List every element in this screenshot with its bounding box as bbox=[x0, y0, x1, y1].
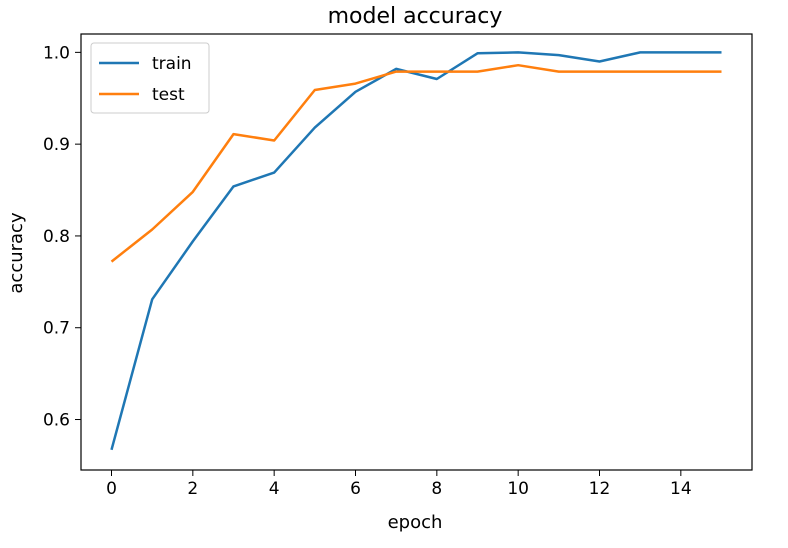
series-line-train bbox=[110, 51, 722, 451]
series-lines bbox=[110, 51, 722, 451]
legend-box bbox=[90, 42, 210, 114]
x-tick-label: 12 bbox=[589, 479, 611, 499]
x-tick-label: 2 bbox=[187, 479, 198, 499]
x-tick-label: 10 bbox=[507, 479, 529, 499]
y-axis: 0.6 0.7 0.8 0.9 1.0 bbox=[43, 43, 81, 431]
x-axis-label: epoch bbox=[388, 512, 443, 533]
y-tick-label: 0.9 bbox=[43, 135, 70, 155]
x-tick-label: 8 bbox=[431, 479, 442, 499]
y-tick-label: 1.0 bbox=[43, 43, 70, 63]
series-line-test bbox=[110, 63, 722, 263]
legend-label-test: test bbox=[152, 85, 185, 105]
y-tick-label: 0.6 bbox=[43, 411, 70, 431]
x-tick-label: 4 bbox=[269, 479, 280, 499]
x-axis: 0 2 4 6 8 10 12 14 bbox=[106, 470, 692, 499]
y-axis-label: accuracy bbox=[6, 212, 27, 294]
chart-title: model accuracy bbox=[328, 4, 503, 29]
x-tick-label: 6 bbox=[350, 479, 361, 499]
y-tick-label: 0.7 bbox=[43, 319, 70, 339]
legend: train test bbox=[90, 42, 210, 114]
x-tick-label: 0 bbox=[106, 479, 117, 499]
legend-label-train: train bbox=[152, 54, 192, 74]
y-tick-label: 0.8 bbox=[43, 227, 70, 247]
x-tick-label: 14 bbox=[670, 479, 692, 499]
